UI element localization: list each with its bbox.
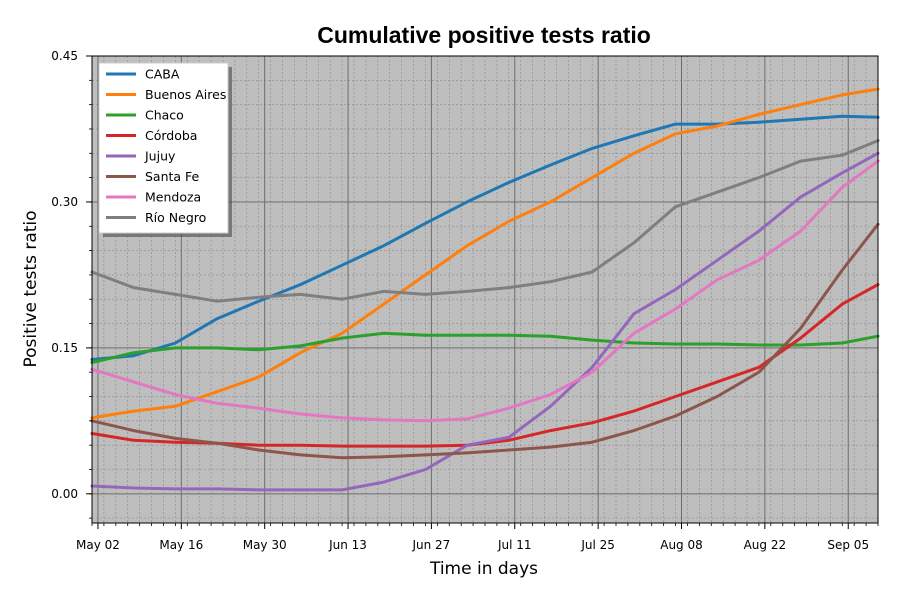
legend: CABA Buenos Aires Chaco Córdoba Jujuy Santa F… xyxy=(98,62,232,237)
y-tick-label: 0.15 xyxy=(51,341,78,355)
y-tick-label: 0.30 xyxy=(51,195,78,209)
y-axis-ticks: 0.00 0.15 0.30 0.45 xyxy=(51,49,92,519)
x-tick-label: Aug 08 xyxy=(660,538,703,552)
x-tick-label: Jun 27 xyxy=(411,538,450,552)
x-tick-label: Jul 11 xyxy=(497,538,532,552)
series-line-caba xyxy=(90,114,880,361)
legend-label: Jujuy xyxy=(144,149,176,164)
legend-label: Santa Fe xyxy=(145,169,200,184)
series-lines xyxy=(90,87,880,492)
series-line-buenos-aires xyxy=(90,87,880,420)
series-line-santa-fe xyxy=(90,222,880,460)
plot-area: May 02 May 16 May 30 Jun 13 Jun 27 Jul 11 Jul … xyxy=(51,49,880,552)
y-tick-label: 0.00 xyxy=(51,487,78,501)
series-line-jujuy xyxy=(90,151,880,492)
legend-label: Buenos Aires xyxy=(145,87,226,102)
x-axis-ticks: May 02 May 16 May 30 Jun 13 Jun 27 Jul 11 Jul … xyxy=(76,523,879,552)
y-axis-label: Positive tests ratio xyxy=(21,210,41,367)
x-tick-label: Jul 25 xyxy=(580,538,615,552)
legend-label: Córdoba xyxy=(145,128,197,143)
x-tick-label: May 30 xyxy=(243,538,287,552)
x-tick-label: May 02 xyxy=(76,538,120,552)
legend-label: Río Negro xyxy=(145,210,206,225)
x-tick-label: Aug 22 xyxy=(744,538,787,552)
chart-title: Cumulative positive tests ratio xyxy=(317,22,651,48)
series-line-río-negro xyxy=(90,139,880,303)
legend-box xyxy=(98,62,229,234)
legend-label: Mendoza xyxy=(145,190,201,205)
series-line-mendoza xyxy=(90,159,880,423)
x-tick-label: Jun 13 xyxy=(328,538,367,552)
x-axis-label: Time in days xyxy=(429,559,538,579)
y-tick-label: 0.45 xyxy=(51,49,78,63)
legend-label: Chaco xyxy=(145,108,184,123)
legend-label: CABA xyxy=(145,67,180,82)
series-line-chaco xyxy=(90,331,880,364)
x-tick-label: May 16 xyxy=(159,538,203,552)
x-tick-label: Sep 05 xyxy=(827,538,869,552)
